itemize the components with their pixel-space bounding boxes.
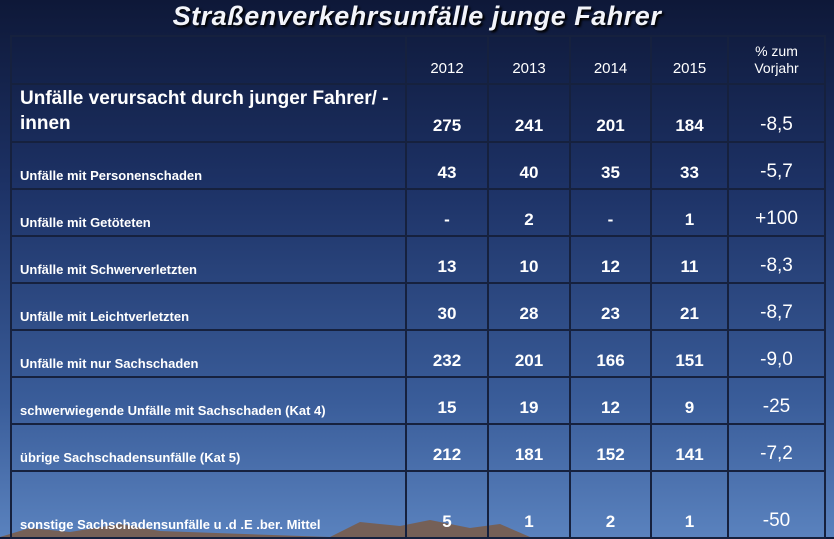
table-row: schwerwiegende Unfälle mit Sachschaden (… [10,376,826,425]
change-cell: -8,7 [727,282,826,331]
table-row: sonstige Sachschadensunfälle u .d .E .be… [10,470,826,539]
corner-cell [10,35,407,85]
row-label: Unfälle mit nur Sachschaden [10,329,407,378]
table: 2012 2013 2014 2015% zum Vorjahr Unfälle ver… [10,35,826,539]
value-cell: 212 [405,423,489,472]
value-cell: - [569,188,652,237]
value-cell: 1 [487,470,571,539]
value-cell: 12 [569,376,652,425]
value-cell: 275 [405,83,489,143]
value-cell: 2 [487,188,571,237]
value-cell: 21 [650,282,729,331]
value-cell: 2 [569,470,652,539]
row-label: Unfälle mit Personenschaden [10,141,407,190]
value-cell: 152 [569,423,652,472]
table-row: Unfälle mit Leichtverletzten 30 28 23 21 -8,7 [10,282,826,331]
value-cell: 1 [650,188,729,237]
value-cell: 141 [650,423,729,472]
column-header: 2012 [405,35,489,85]
value-cell: - [405,188,489,237]
row-label: übrige Sachschadensunfälle (Kat 5) [10,423,407,472]
header-row: 2012 2013 2014 2015% zum Vorjahr [10,35,826,85]
value-cell: 1 [650,470,729,539]
value-cell: 23 [569,282,652,331]
value-cell: 9 [650,376,729,425]
table-row: Unfälle verursacht durch junger Fahrer/ … [10,83,826,143]
column-header: % zum Vorjahr [727,35,826,85]
change-cell: -5,7 [727,141,826,190]
row-label: Unfälle mit Schwerverletzten [10,235,407,284]
value-cell: 28 [487,282,571,331]
value-cell: 40 [487,141,571,190]
change-cell: -7,2 [727,423,826,472]
value-cell: 232 [405,329,489,378]
value-cell: 181 [487,423,571,472]
change-cell: -25 [727,376,826,425]
change-cell: -8,3 [727,235,826,284]
value-cell: 151 [650,329,729,378]
table-row: Unfälle mit Schwerverletzten 13 10 12 11 -8,3 [10,235,826,284]
row-label: Unfälle mit Leichtverletzten [10,282,407,331]
value-cell: 12 [569,235,652,284]
value-cell: 201 [487,329,571,378]
row-label: sonstige Sachschadensunfälle u .d .E .be… [10,470,407,539]
value-cell: 19 [487,376,571,425]
column-header: 2013 [487,35,571,85]
table-row: Unfälle mit Personenschaden 43 40 35 33 -5,7 [10,141,826,190]
column-header: 2014 [569,35,652,85]
value-cell: 43 [405,141,489,190]
column-header: 2015 [650,35,729,85]
value-cell: 166 [569,329,652,378]
value-cell: 13 [405,235,489,284]
value-cell: 201 [569,83,652,143]
table-row: Unfälle mit nur Sachschaden 232 201 166 151-… [10,329,826,378]
change-cell: +100 [727,188,826,237]
table-row: übrige Sachschadensunfälle (Kat 5) 212 181… [10,423,826,472]
value-cell: 35 [569,141,652,190]
table-row: Unfälle mit Getöteten -2-1 +100 [10,188,826,237]
change-cell: -50 [727,470,826,539]
value-cell: 11 [650,235,729,284]
title: Straßenverkehrsunfälle junge Fahrer [172,1,662,31]
value-cell: 5 [405,470,489,539]
value-cell: 241 [487,83,571,143]
change-cell: -9,0 [727,329,826,378]
value-cell: 33 [650,141,729,190]
value-cell: 15 [405,376,489,425]
change-cell: -8,5 [727,83,826,143]
row-label: schwerwiegende Unfälle mit Sachschaden (… [10,376,407,425]
value-cell: 30 [405,282,489,331]
value-cell: 10 [487,235,571,284]
row-label: Unfälle mit Getöteten [10,188,407,237]
value-cell: 184 [650,83,729,143]
row-label: Unfälle verursacht durch junger Fahrer/ … [10,83,407,143]
